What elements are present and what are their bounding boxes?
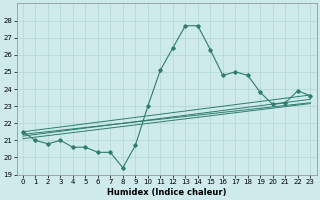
X-axis label: Humidex (Indice chaleur): Humidex (Indice chaleur)	[107, 188, 226, 197]
